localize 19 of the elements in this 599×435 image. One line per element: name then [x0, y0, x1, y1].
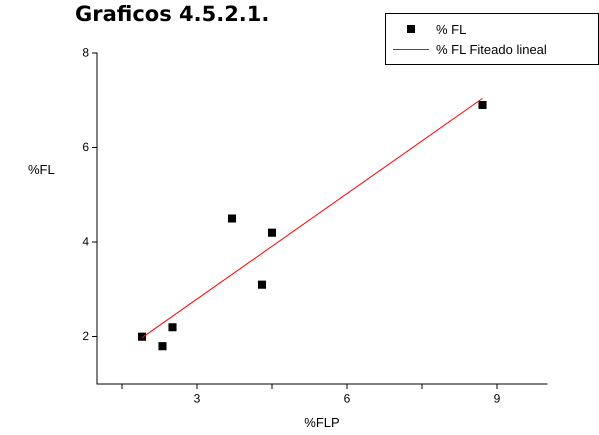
x-tick-label: 3	[194, 392, 201, 406]
chart-title: Graficos 4.5.2.1.	[75, 2, 270, 26]
point	[228, 214, 236, 223]
point	[138, 332, 146, 341]
point	[158, 342, 167, 350]
x-axis-title: %FLP	[303, 415, 341, 430]
legend-label: % FL Fiteado lineal	[436, 42, 547, 56]
x-tick-label: 6	[344, 392, 351, 406]
y-tick-label: 8	[82, 45, 90, 60]
point	[478, 100, 487, 110]
y-tick-label: 4	[82, 234, 90, 248]
legend-label: % FL	[436, 22, 466, 36]
point	[168, 323, 177, 332]
y-tick-label: 6	[82, 140, 90, 154]
x-tick-label: 9	[494, 392, 501, 406]
point	[268, 228, 276, 237]
point	[258, 280, 266, 289]
y-tick-label: 2	[82, 329, 90, 344]
y-axis-title: %FL	[28, 162, 55, 177]
